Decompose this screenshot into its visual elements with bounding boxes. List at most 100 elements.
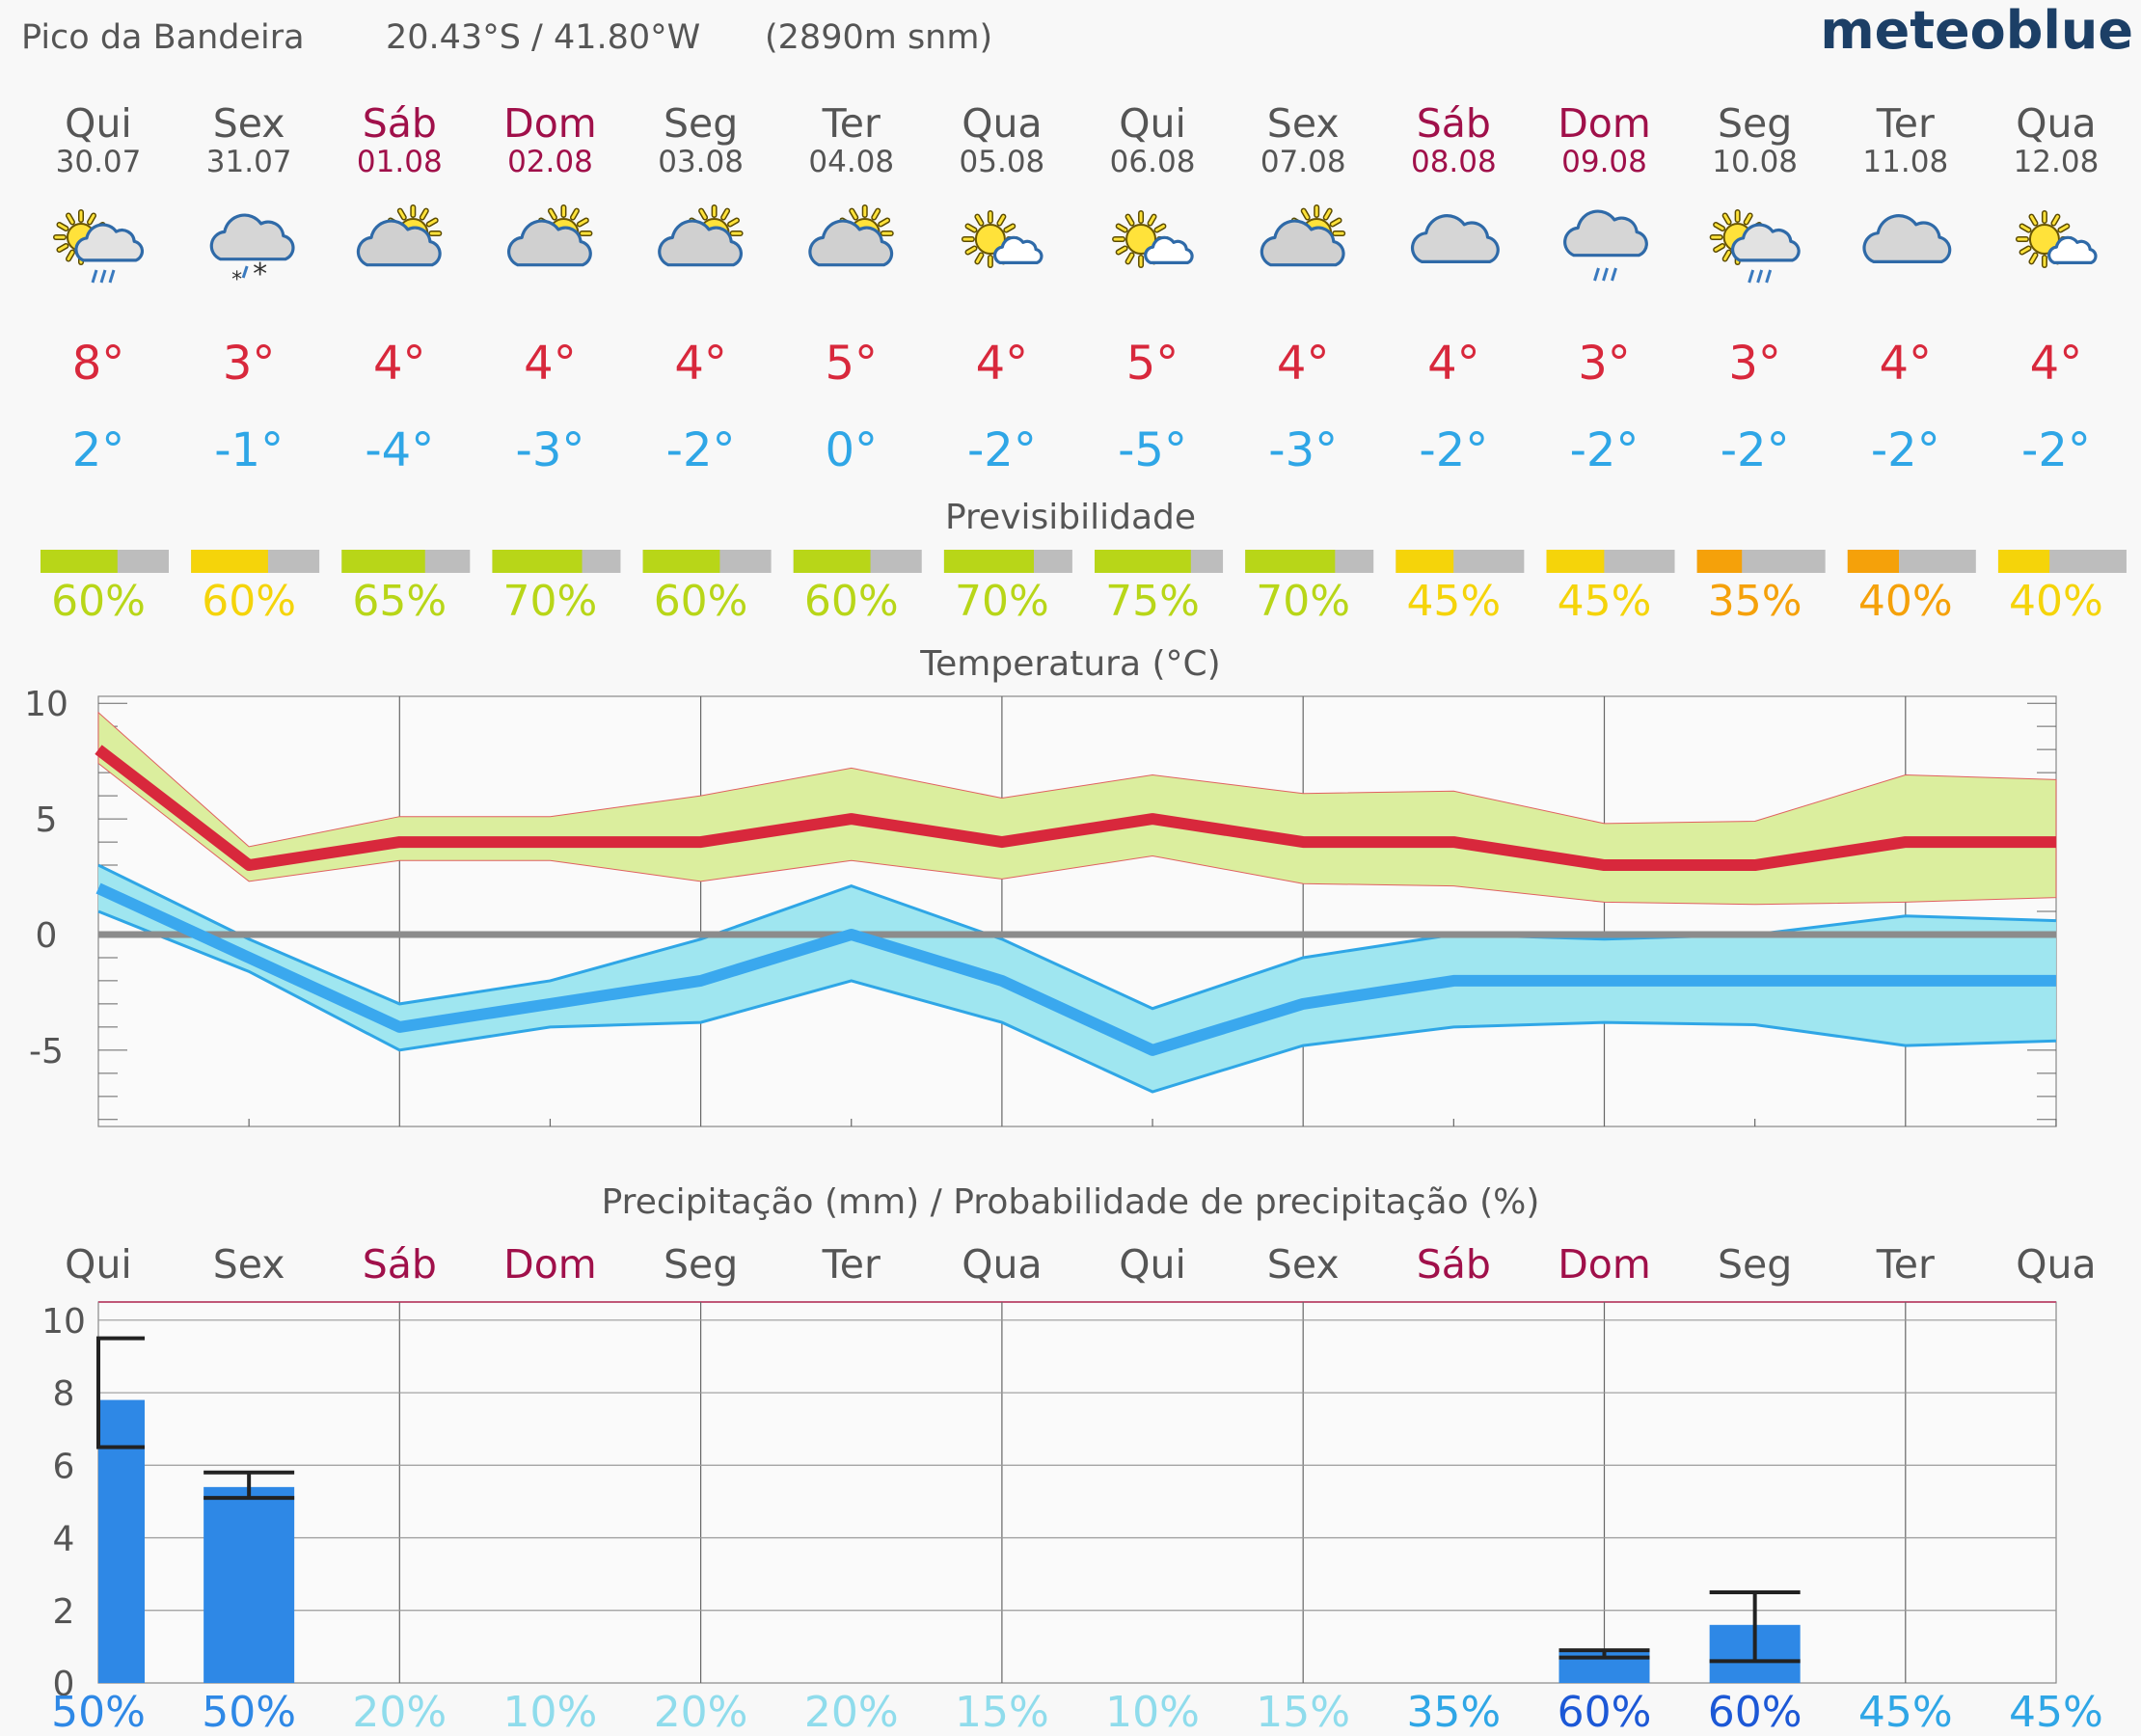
day-name: Qua bbox=[962, 100, 1042, 147]
predictability-label: 35% bbox=[1708, 577, 1802, 626]
sun-small-cloud-icon bbox=[2015, 210, 2098, 268]
min-temp-band-lower bbox=[97, 909, 2056, 1094]
day-date: 11.08 bbox=[1862, 145, 1948, 179]
predictability-cell: 60% bbox=[191, 550, 320, 626]
min-temperature: 0° bbox=[825, 423, 878, 477]
predictability-bar bbox=[191, 550, 268, 573]
min-temperature: -2° bbox=[2021, 423, 2091, 477]
predictability-cell: 45% bbox=[1396, 550, 1525, 626]
max-temperature: 3° bbox=[1578, 337, 1631, 391]
precip-day-name: Seg bbox=[664, 1241, 738, 1288]
sun-cloud-rain-icon bbox=[1709, 209, 1801, 284]
temperature-plot-area bbox=[97, 695, 2057, 1127]
cloud-sleet-icon: ⁎ * bbox=[209, 213, 295, 291]
precip-probability-label: 45% bbox=[2009, 1688, 2103, 1736]
predictability-bar bbox=[341, 550, 425, 573]
predictability-cell: 70% bbox=[492, 550, 621, 626]
max-temperature: 3° bbox=[1728, 337, 1781, 391]
cloud-icon bbox=[1410, 214, 1500, 263]
min-temperature: -2° bbox=[666, 423, 736, 477]
y-tick-label: 10 bbox=[24, 685, 68, 724]
predictability-label: 60% bbox=[51, 577, 146, 626]
day-name: Qua bbox=[2016, 100, 2096, 147]
max-temperature: 4° bbox=[674, 337, 727, 391]
predictability-bar bbox=[1396, 550, 1454, 573]
day-date: 09.08 bbox=[1561, 145, 1647, 179]
predictability-bar bbox=[793, 550, 871, 573]
max-temperature: 4° bbox=[1427, 337, 1480, 391]
predictability-cell: 40% bbox=[1847, 550, 1976, 626]
precip-day-name: Ter bbox=[822, 1241, 881, 1288]
predictability-label: 75% bbox=[1105, 577, 1200, 626]
precipitation-chart: Qui Sex Sáb Dom Seg Ter Qua Qui Sex Sáb Dom Seg Ter Q… bbox=[41, 1241, 2103, 1736]
predictability-label: 65% bbox=[352, 577, 447, 626]
predictability-title: Previsibilidade bbox=[945, 498, 1196, 537]
max-temperature: 4° bbox=[1880, 337, 1933, 391]
y-tick-label: 8 bbox=[53, 1374, 75, 1414]
precip-probability-label: 20% bbox=[352, 1688, 447, 1736]
precip-plot-area bbox=[97, 1301, 2057, 1684]
precip-range bbox=[203, 1470, 295, 1501]
temperature-title: Temperatura (°C) bbox=[919, 644, 1220, 684]
max-temp-line bbox=[95, 745, 2056, 872]
predictability-bar bbox=[1095, 550, 1191, 573]
brand-logo[interactable]: meteoblue bbox=[1820, 0, 2133, 61]
location-coordinates: 20.43°S / 41.80°W bbox=[386, 18, 700, 57]
precip-day-name: Qua bbox=[962, 1241, 1042, 1288]
predictability-cell: 70% bbox=[1245, 550, 1374, 626]
precipitation-title: Precipitação (mm) / Probabilidade de pre… bbox=[602, 1182, 1540, 1222]
predictability-bar bbox=[1546, 550, 1605, 573]
day-name: Sáb bbox=[363, 100, 437, 147]
day-date: 02.08 bbox=[507, 145, 593, 179]
max-temperature: 8° bbox=[72, 337, 125, 391]
sun-behind-cloud-icon bbox=[507, 204, 593, 267]
day-name: Qui bbox=[65, 100, 132, 147]
min-temp-band bbox=[98, 865, 2056, 1093]
sun-behind-cloud-icon bbox=[356, 204, 443, 267]
y-tick-label: 0 bbox=[36, 916, 58, 956]
y-tick-label: 5 bbox=[36, 800, 58, 840]
predictability-cell: 60% bbox=[642, 550, 772, 626]
precip-day-name: Qui bbox=[1119, 1241, 1186, 1288]
predictability-cell: 35% bbox=[1696, 550, 1826, 626]
precip-probability-label: 20% bbox=[654, 1688, 748, 1736]
sun-small-cloud-icon bbox=[961, 210, 1043, 268]
predictability-label: 60% bbox=[654, 577, 748, 626]
predictability-bar bbox=[943, 550, 1034, 573]
predictability-bar bbox=[1847, 550, 1899, 573]
precip-probability-label: 45% bbox=[1858, 1688, 1953, 1736]
day-date: 04.08 bbox=[808, 145, 894, 179]
precip-range bbox=[1558, 1648, 1650, 1660]
sun-cloud-rain-icon bbox=[53, 209, 145, 284]
day-date: 01.08 bbox=[357, 145, 443, 179]
predictability-cell: 60% bbox=[41, 550, 169, 626]
predictability-label: 60% bbox=[804, 577, 899, 626]
min-temperature: -2° bbox=[1721, 423, 1790, 477]
day-date: 31.07 bbox=[206, 145, 292, 179]
y-tick-label: -5 bbox=[29, 1032, 64, 1071]
precip-probability-label: 10% bbox=[503, 1688, 598, 1736]
predictability-label: 70% bbox=[1256, 577, 1350, 626]
precip-probability-label: 60% bbox=[1558, 1688, 1652, 1736]
sun-behind-cloud-icon bbox=[1260, 204, 1346, 267]
predictability-label: 70% bbox=[503, 577, 598, 626]
precip-probability-label: 15% bbox=[1256, 1688, 1350, 1736]
predictability-bar bbox=[41, 550, 118, 573]
precip-day-name: Dom bbox=[1558, 1241, 1651, 1288]
day-date: 30.07 bbox=[56, 145, 142, 179]
y-tick-label: 6 bbox=[53, 1447, 75, 1486]
day-date: 10.08 bbox=[1712, 145, 1798, 179]
precip-day-name: Sáb bbox=[1417, 1241, 1491, 1288]
predictability-cell: 60% bbox=[793, 550, 922, 626]
predictability-label: 40% bbox=[1858, 577, 1953, 626]
max-temperature: 5° bbox=[825, 337, 878, 391]
min-temperature: -3° bbox=[516, 423, 585, 477]
